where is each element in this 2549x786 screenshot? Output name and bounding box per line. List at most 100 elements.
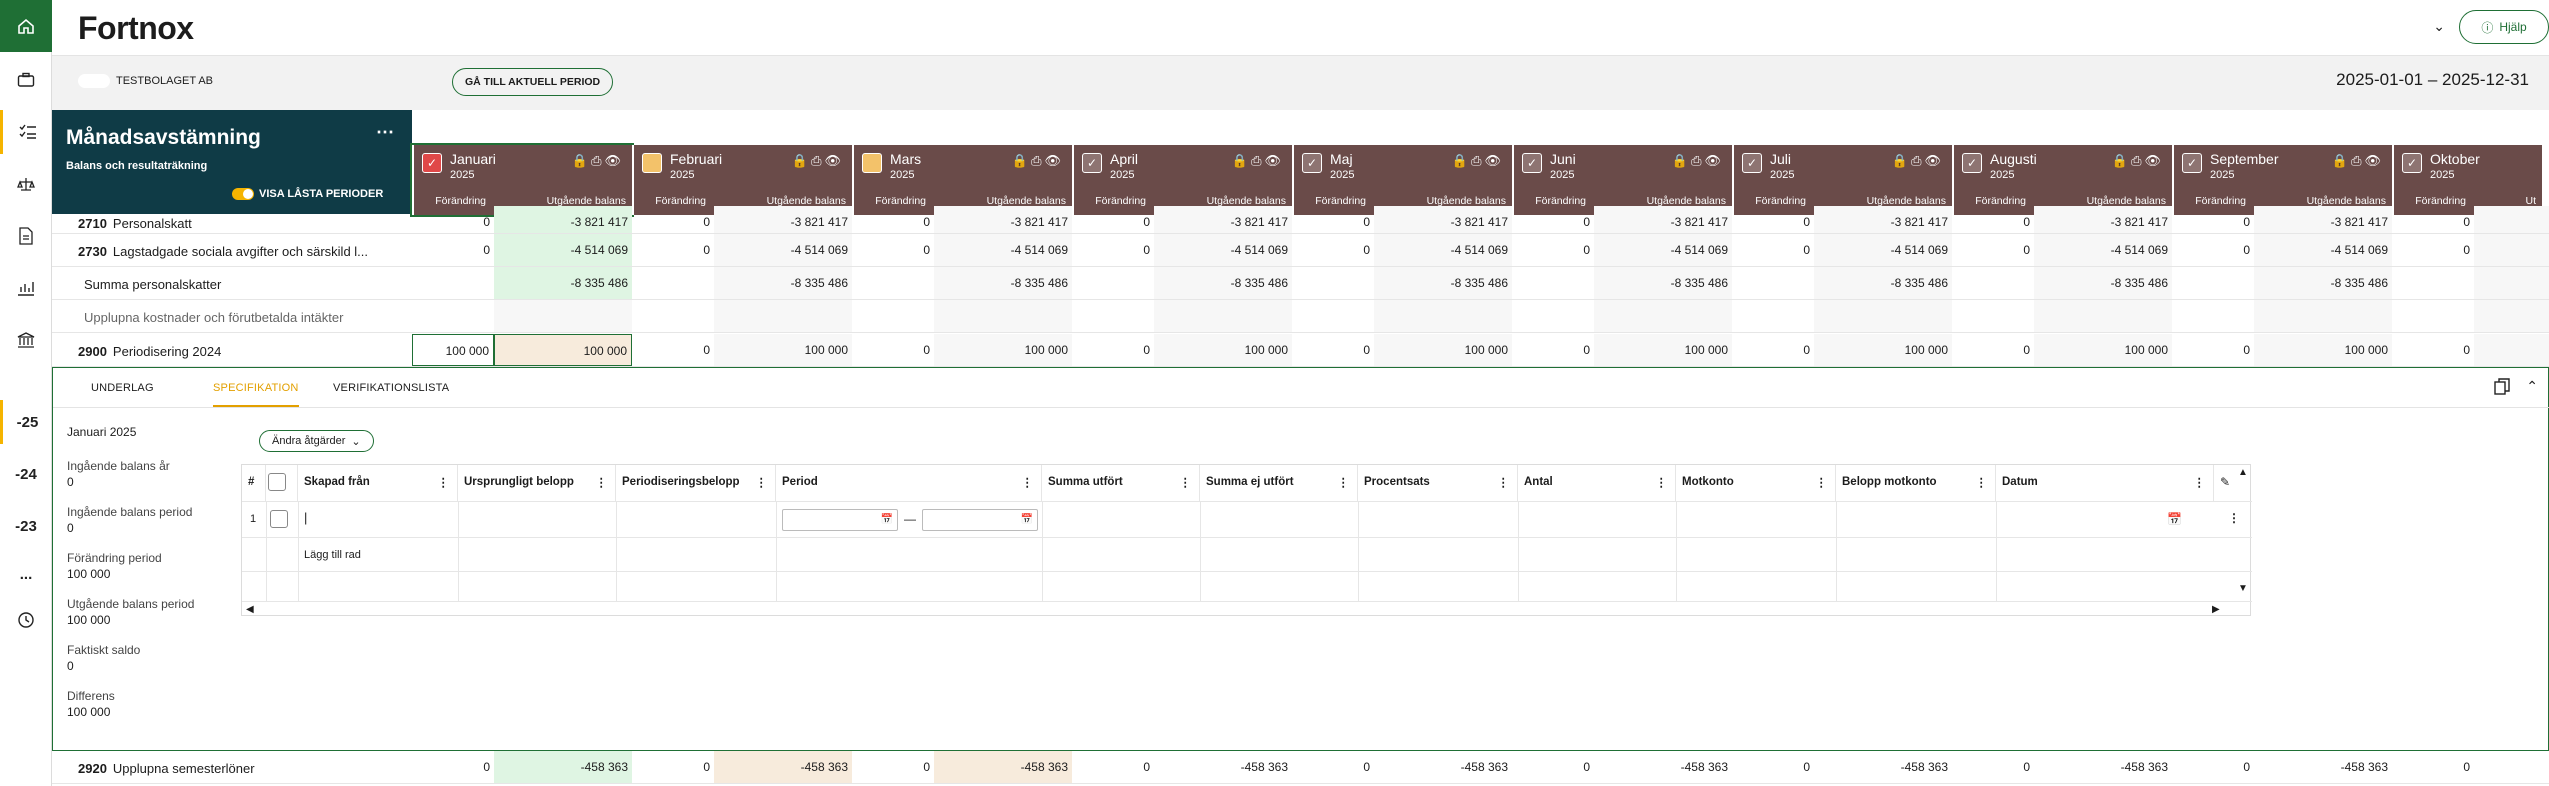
account-row[interactable]: Upplupna kostnader och förutbetalda intä… — [52, 300, 2549, 333]
bank-icon[interactable] — [0, 318, 52, 362]
cell-forandring[interactable]: 0 — [483, 215, 490, 229]
column-menu-icon[interactable]: ⋮ — [1021, 477, 1034, 489]
month-header-februari[interactable]: Februari 2025 🔒⎙👁 Förändring Utgående ba… — [632, 145, 852, 215]
lock-print-view-icons[interactable]: 🔒⎙👁 — [1011, 153, 1064, 168]
column-menu-icon[interactable]: ⋮ — [595, 477, 608, 489]
cell-utgaende[interactable]: 100 000 — [1814, 334, 1952, 366]
lock-print-view-icons[interactable]: 🔒⎙👁 — [2331, 153, 2384, 168]
status-checkbox-icon[interactable]: ✓ — [1742, 153, 1762, 173]
cell-utgaende[interactable]: -8 335 486 — [1594, 267, 1732, 299]
cell-utgaende[interactable]: 100 000 — [1374, 334, 1512, 366]
scroll-down-icon[interactable]: ▼ — [2238, 583, 2248, 594]
cell-forandring[interactable] — [1512, 300, 1594, 332]
cell-utgaende[interactable]: -8 335 486 — [1814, 267, 1952, 299]
month-header-oktober[interactable]: ✓ Oktober 2025 Förändring Ut — [2392, 145, 2542, 215]
grid-header-2[interactable]: Skapad från ⋮ — [298, 465, 458, 501]
cell-forandring[interactable] — [1292, 267, 1374, 299]
cell-utgaende[interactable]: -458 363 — [1680, 760, 1728, 774]
cell-forandring[interactable]: 0 — [703, 243, 710, 257]
cell-utgaende[interactable]: -8 335 486 — [1154, 267, 1292, 299]
company-selector[interactable]: TESTBOLAGET AB — [78, 74, 213, 88]
cell-utgaende[interactable] — [2474, 751, 2549, 783]
cell-forandring[interactable]: 0 — [1363, 215, 1370, 229]
cell-forandring[interactable]: 0 — [2243, 215, 2250, 229]
scroll-up-icon[interactable]: ▲ — [2238, 467, 2248, 478]
show-locked-toggle[interactable]: VISA LÅSTA PERIODER — [232, 188, 383, 200]
cell-utgaende[interactable]: -458 363 — [1240, 760, 1288, 774]
account-row-2730[interactable]: 2730 Lagstadgade sociala avgifter och sär… — [52, 234, 2549, 267]
chart-icon[interactable] — [0, 266, 52, 310]
column-menu-icon[interactable]: ⋮ — [1655, 477, 1668, 489]
status-checkbox-icon[interactable] — [862, 153, 882, 173]
cell-utgaende[interactable]: -8 335 486 — [714, 267, 852, 299]
cell-forandring[interactable]: 0 — [923, 215, 930, 229]
account-row-2920[interactable]: 2920 Upplupna semesterlöner 0 -458 363 0 -458… — [52, 751, 2549, 784]
cell-utgaende[interactable]: 100 000 — [1154, 334, 1292, 366]
scroll-right-icon[interactable]: ▶ — [2212, 604, 2220, 615]
horizontal-scrollbar[interactable]: ◀ ▶ — [242, 601, 2252, 617]
cell-forandring[interactable]: 0 — [1803, 343, 1810, 357]
cell-utgaende[interactable]: -8 335 486 — [494, 267, 632, 299]
cell-forandring[interactable]: 0 — [703, 215, 710, 229]
tab-verifikationslista[interactable]: VERIFIKATIONSLISTA — [333, 382, 450, 394]
grid-header-1[interactable] — [266, 465, 298, 501]
edit-icon[interactable]: ✎ — [2220, 475, 2231, 489]
cell-utgaende[interactable]: -3 821 417 — [714, 206, 852, 233]
cell-utgaende[interactable]: -3 821 417 — [1594, 206, 1732, 233]
grid-header-12[interactable]: Datum ⋮ — [1996, 465, 2214, 501]
cell-forandring[interactable] — [1512, 267, 1594, 299]
column-menu-icon[interactable]: ⋮ — [1337, 477, 1350, 489]
cell-utgaende[interactable]: -458 363 — [494, 751, 632, 783]
cell-utgaende[interactable]: -8 335 486 — [934, 267, 1072, 299]
cell-forandring[interactable] — [1952, 267, 2034, 299]
cell-forandring[interactable]: 0 — [1583, 760, 1590, 774]
cell-forandring[interactable] — [1732, 267, 1814, 299]
cell-forandring[interactable]: 0 — [703, 343, 710, 357]
grid-header-7[interactable]: Summa ej utfört ⋮ — [1200, 465, 1358, 501]
account-row-2710[interactable]: 2710 Personalskatt 0 -3 821 417 0 -3 821 417 0… — [52, 206, 2549, 234]
grid-header-6[interactable]: Summa utfört ⋮ — [1042, 465, 1200, 501]
cell-forandring[interactable] — [2172, 300, 2254, 332]
chevron-down-icon[interactable]: ⌄ — [2433, 18, 2445, 34]
lock-print-view-icons[interactable]: 🔒⎙👁 — [2111, 153, 2164, 168]
status-checkbox-icon[interactable]: ✓ — [1522, 153, 1542, 173]
cell-utgaende[interactable] — [714, 300, 852, 332]
cell-utgaende[interactable] — [2474, 334, 2549, 366]
period-to-input[interactable]: 📅 — [922, 509, 1038, 531]
year-2024[interactable]: -24 — [15, 465, 37, 483]
cell-forandring[interactable] — [632, 267, 714, 299]
month-header-januari[interactable]: ✓ Januari 2025 🔒⎙👁 Förändring Utgående b… — [410, 143, 634, 217]
cell-utgaende[interactable] — [2474, 234, 2549, 266]
cell-utgaende[interactable]: -8 335 486 — [2034, 267, 2172, 299]
checklist-icon[interactable] — [0, 110, 52, 154]
cell-utgaende[interactable]: 100 000 — [934, 334, 1072, 366]
cell-utgaende[interactable]: 100 000 — [714, 334, 852, 366]
grid-header-11[interactable]: Belopp motkonto ⋮ — [1836, 465, 1996, 501]
year-2025[interactable]: -25 — [0, 400, 52, 444]
cell-utgaende[interactable]: 100 000 — [1594, 334, 1732, 366]
cell-forandring[interactable] — [412, 267, 494, 299]
cell-utgaende[interactable]: -4 514 069 — [1594, 234, 1732, 266]
cell-forandring[interactable] — [852, 300, 934, 332]
cell-utgaende[interactable] — [2034, 300, 2172, 332]
document-icon[interactable] — [0, 214, 52, 258]
cell-forandring[interactable] — [1072, 267, 1154, 299]
month-header-augusti[interactable]: ✓ Augusti 2025 🔒⎙👁 Förändring Utgående b… — [1952, 145, 2172, 215]
cell-forandring[interactable]: 0 — [2463, 215, 2470, 229]
year-2023[interactable]: -23 — [15, 517, 37, 535]
scroll-left-icon[interactable]: ◀ — [246, 604, 254, 615]
cell-utgaende[interactable] — [2474, 300, 2549, 332]
cell-forandring[interactable]: 0 — [483, 243, 490, 257]
cell-forandring[interactable]: 0 — [2463, 760, 2470, 774]
cell-forandring[interactable]: 0 — [2243, 243, 2250, 257]
cell-forandring[interactable]: 0 — [703, 760, 710, 774]
status-checkbox-icon[interactable]: ✓ — [1962, 153, 1982, 173]
cell-forandring[interactable]: 0 — [2243, 343, 2250, 357]
cell-utgaende[interactable]: -4 514 069 — [494, 234, 632, 266]
column-menu-icon[interactable]: ⋮ — [2193, 477, 2206, 489]
cell-forandring[interactable]: 0 — [2463, 343, 2470, 357]
month-header-september[interactable]: ✓ September 2025 🔒⎙👁 Förändring Utgående… — [2172, 145, 2392, 215]
lock-print-view-icons[interactable]: 🔒⎙👁 — [1891, 153, 1944, 168]
cell-utgaende[interactable]: -458 363 — [1900, 760, 1948, 774]
cell-utgaende[interactable]: 100 000 — [494, 334, 632, 366]
